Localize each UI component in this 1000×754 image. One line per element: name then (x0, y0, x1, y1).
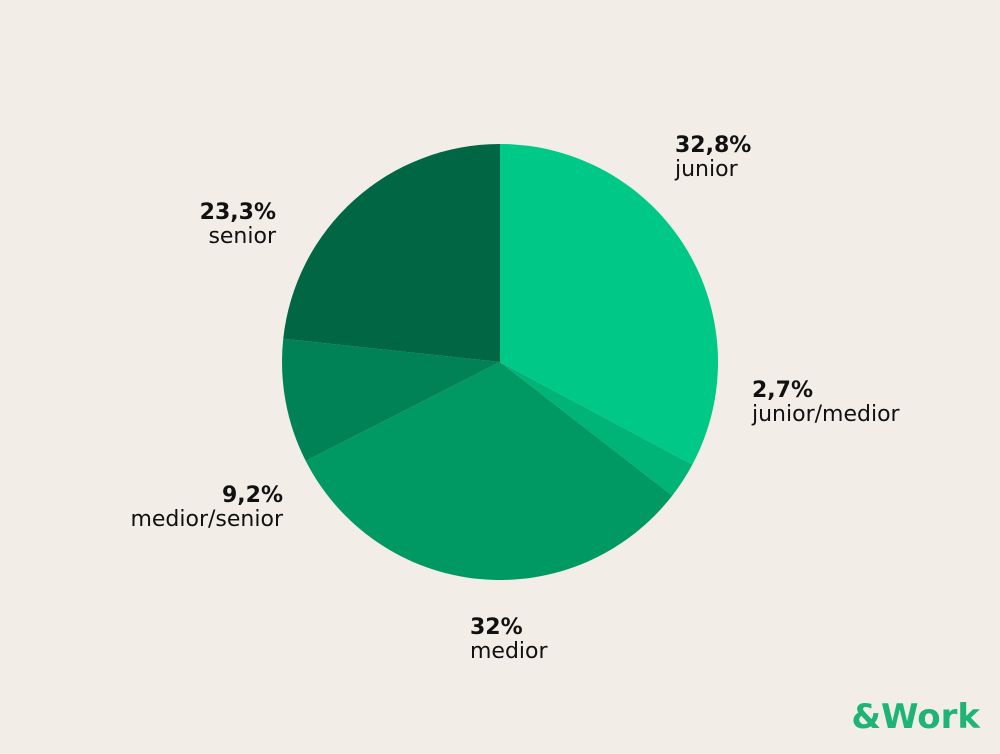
category-label: junior/medior (751, 402, 901, 427)
pie-slice (282, 338, 500, 461)
value-label: 32% (470, 615, 523, 640)
pie (282, 144, 719, 580)
logo: &Work (851, 697, 981, 737)
category-label: medior/senior (130, 507, 283, 532)
category-label: senior (208, 224, 277, 249)
pie-slice (305, 362, 673, 580)
value-label: 9,2% (222, 483, 283, 508)
labels: 32,8%junior 2,7%junior/medior 32%medior 9,2… (130, 133, 900, 664)
value-label: 2,7% (752, 378, 813, 403)
pie-slice (283, 144, 500, 362)
pie-slice (500, 362, 693, 496)
value-label: 23,3% (200, 200, 276, 225)
pie-slice (500, 144, 719, 465)
category-label: medior (470, 639, 549, 664)
category-label: junior (674, 157, 739, 182)
value-label: 32,8% (675, 133, 751, 158)
